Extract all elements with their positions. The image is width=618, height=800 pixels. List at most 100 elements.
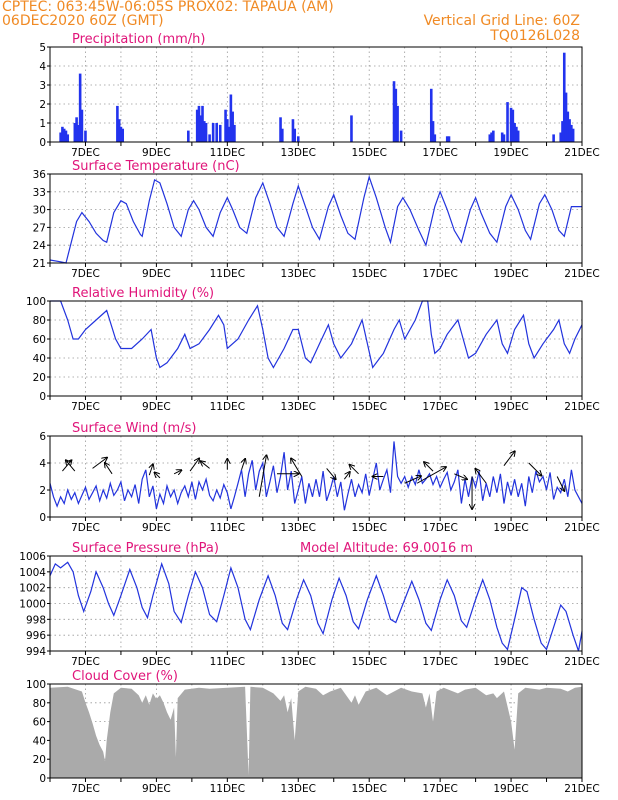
precip-xtick-label: 9DEC bbox=[142, 147, 171, 159]
pressure-xtick-label: 19DEC bbox=[493, 656, 528, 668]
pressure-title: Surface Pressure (hPa) bbox=[72, 541, 219, 556]
precip-bar bbox=[490, 132, 493, 142]
precip-bar bbox=[187, 130, 190, 142]
wind-vector bbox=[242, 459, 246, 470]
precip-bar bbox=[195, 109, 199, 142]
wind-xtick-label: 15DEC bbox=[351, 522, 386, 534]
temperature-ytick-label: 30 bbox=[33, 205, 46, 217]
precip-bar bbox=[218, 124, 222, 142]
cloud-cover-frame bbox=[49, 683, 583, 779]
precip-bar bbox=[208, 134, 211, 142]
precip-bar bbox=[568, 119, 571, 142]
pressure-xtick-label: 13DEC bbox=[281, 656, 316, 668]
precip-bar bbox=[201, 105, 204, 142]
header-code: TQ0126L028 bbox=[490, 28, 580, 44]
precip-bar bbox=[119, 126, 123, 142]
precip-bar bbox=[429, 88, 433, 142]
precip-bar bbox=[224, 109, 227, 142]
temperature-ytick-label: 24 bbox=[33, 240, 47, 252]
wind-ytick-label: 2 bbox=[39, 485, 46, 497]
wind-xtick-label: 7DEC bbox=[71, 522, 100, 534]
precip-bar bbox=[202, 121, 206, 142]
precip-bar bbox=[396, 105, 399, 142]
precip-bar bbox=[399, 130, 403, 142]
precip-bar bbox=[227, 126, 231, 142]
precip-bar bbox=[515, 126, 518, 142]
precip-bar bbox=[492, 130, 495, 142]
humidity-ytick-label: 60 bbox=[33, 334, 46, 346]
temperature-ytick-label: 36 bbox=[33, 169, 47, 181]
wind-xtick-label: 11DEC bbox=[210, 522, 245, 534]
precip-xtick-label: 19DEC bbox=[493, 147, 528, 159]
humidity-xtick-label: 7DEC bbox=[71, 401, 100, 413]
cloud-cover-xtick-label: 19DEC bbox=[493, 783, 528, 795]
precip-xtick-label: 17DEC bbox=[422, 147, 457, 159]
temperature-xtick-label: 7DEC bbox=[71, 268, 100, 280]
wind-xtick-label: 19DEC bbox=[493, 522, 528, 534]
precip-xtick-label: 21DEC bbox=[564, 147, 599, 159]
precip-bar bbox=[78, 73, 82, 142]
precip-bar bbox=[281, 128, 284, 142]
wind-vector bbox=[343, 472, 349, 480]
precip-bar bbox=[116, 105, 119, 142]
cloud-cover-xtick-label: 9DEC bbox=[142, 783, 171, 795]
header-line-1: CPTEC: 063:45W-06:05S PROX02: TAPAUA (AM… bbox=[2, 0, 334, 15]
wind-vector bbox=[105, 463, 113, 475]
pressure-ytick-label: 1006 bbox=[19, 551, 46, 563]
humidity-xtick-label: 19DEC bbox=[493, 401, 528, 413]
temperature-series-line bbox=[49, 174, 582, 264]
humidity-frame bbox=[49, 300, 583, 397]
precip-bar bbox=[59, 132, 62, 142]
wind-vector bbox=[503, 451, 515, 467]
wind-vector bbox=[149, 464, 153, 476]
wind-vector bbox=[416, 467, 446, 484]
cloud-cover-ytick-label: 20 bbox=[33, 754, 46, 766]
pressure-xtick-label: 15DEC bbox=[351, 656, 386, 668]
humidity-ytick-label: 0 bbox=[39, 391, 46, 403]
precip-bar bbox=[233, 124, 236, 142]
temperature-xtick-label: 11DEC bbox=[210, 268, 245, 280]
wind-vector bbox=[173, 470, 181, 474]
wind-title: Surface Wind (m/s) bbox=[72, 421, 196, 436]
temperature-xtick-label: 15DEC bbox=[351, 268, 386, 280]
precip-bar bbox=[204, 123, 208, 142]
wind-vector bbox=[258, 455, 266, 497]
precip-xtick-label: 13DEC bbox=[281, 147, 316, 159]
wind-vector bbox=[201, 461, 210, 469]
precip-bar bbox=[279, 117, 282, 142]
cloud-cover-xtick-label: 13DEC bbox=[281, 783, 316, 795]
humidity-xtick-label: 11DEC bbox=[210, 401, 245, 413]
temperature-xtick-label: 19DEC bbox=[493, 268, 528, 280]
pressure-series-line bbox=[49, 561, 583, 652]
precip-bar bbox=[431, 121, 435, 142]
precip-bar bbox=[121, 128, 125, 142]
humidity-ytick-label: 20 bbox=[33, 372, 46, 384]
pressure-ytick-label: 994 bbox=[26, 646, 46, 658]
header-date: 06DEC2020 60Z (GMT) bbox=[2, 13, 164, 29]
precip-bar bbox=[561, 121, 564, 142]
precip-bar bbox=[566, 111, 570, 142]
pressure-xtick-label: 7DEC bbox=[71, 656, 100, 668]
wind-ytick-label: 4 bbox=[39, 458, 46, 470]
precip-bar bbox=[117, 119, 121, 142]
temperature-ytick-label: 21 bbox=[33, 258, 46, 270]
temperature-xtick-label: 21DEC bbox=[564, 268, 599, 280]
wind-xtick-label: 21DEC bbox=[564, 522, 599, 534]
humidity-ytick-label: 100 bbox=[26, 296, 46, 308]
precip-bar bbox=[511, 109, 515, 142]
precip-bar bbox=[61, 126, 64, 142]
precip-bar bbox=[564, 92, 568, 142]
wind-vector bbox=[475, 469, 487, 484]
temperature-frame bbox=[49, 173, 583, 264]
header-grid-note: Vertical Grid Line: 60Z bbox=[423, 13, 580, 29]
cloud-cover-ytick-label: 80 bbox=[33, 698, 46, 710]
pressure-ytick-label: 996 bbox=[26, 630, 46, 642]
humidity-ytick-label: 80 bbox=[33, 315, 46, 327]
precip-bar bbox=[231, 111, 234, 142]
wind-ytick-label: 0 bbox=[39, 512, 46, 524]
cloud-cover-ytick-label: 60 bbox=[33, 717, 46, 729]
precip-bar bbox=[509, 107, 513, 142]
temperature-ytick-label: 33 bbox=[33, 187, 46, 199]
cloud-cover-xtick-label: 21DEC bbox=[564, 783, 599, 795]
